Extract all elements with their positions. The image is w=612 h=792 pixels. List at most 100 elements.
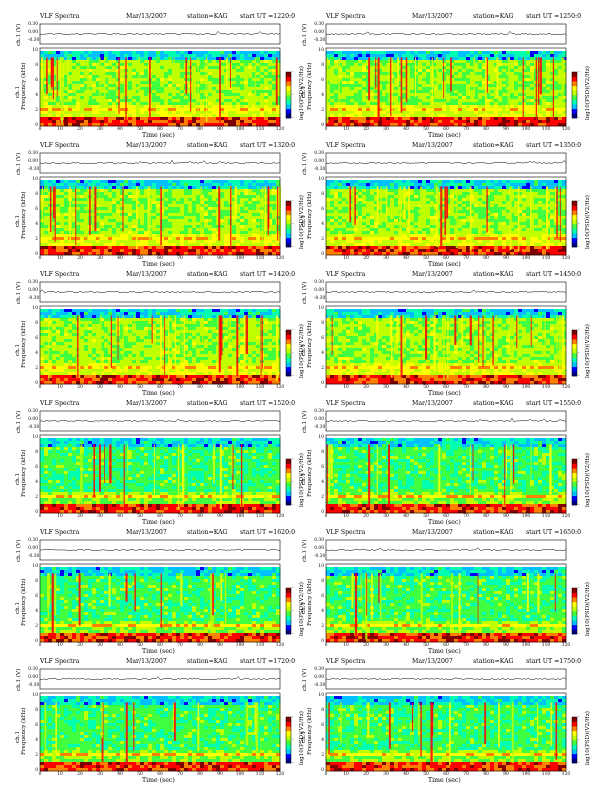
spectrogram-cell	[538, 183, 543, 187]
spectrogram-cell	[60, 240, 65, 244]
spectrogram-cell	[216, 93, 221, 97]
spectrogram-cell	[168, 216, 173, 220]
spectrogram-cell	[406, 117, 411, 121]
spectrogram-cell	[216, 189, 221, 193]
spectrogram-cell	[514, 189, 519, 193]
spectrogram-cell	[220, 99, 225, 103]
colorbar-segment	[286, 224, 291, 229]
sferic-streak	[436, 57, 439, 91]
spectrogram-cell	[204, 192, 209, 196]
spectrogram-cell	[168, 249, 173, 253]
spectrogram-cell	[374, 93, 379, 97]
spectrogram-cell	[156, 102, 161, 106]
spectrogram-cell	[212, 204, 217, 208]
spectrogram-cell	[342, 93, 347, 97]
spectrogram-cell	[370, 90, 375, 94]
spectrogram-cell	[176, 57, 181, 61]
spectrogram-cell	[104, 252, 109, 256]
spectrogram-cell	[80, 213, 85, 217]
spectrogram-cell	[554, 84, 559, 88]
spectrogram-cell	[60, 180, 65, 184]
spectrogram-cell	[160, 117, 165, 121]
spectrogram-cell	[140, 243, 145, 247]
spectrogram-cell	[208, 207, 213, 211]
spectrogram-cell	[256, 72, 261, 76]
spectrogram-cell	[168, 51, 173, 55]
spectrogram-cell	[334, 63, 339, 67]
spectrogram-cell	[152, 57, 157, 61]
spectrogram-cell	[168, 210, 173, 214]
spectrogram-cell	[144, 189, 149, 193]
spectrogram-cell	[180, 72, 185, 76]
spectrogram-cell	[192, 243, 197, 247]
spectrogram-cell	[272, 102, 277, 106]
spectrogram-cell	[180, 186, 185, 190]
spectrogram-cell	[168, 117, 173, 121]
spectrogram-cell	[124, 216, 129, 220]
spectrogram-cell	[450, 108, 455, 112]
spectrogram-cell	[346, 72, 351, 76]
spectrogram-cell	[466, 90, 471, 94]
spectrogram-cell	[48, 117, 53, 121]
spectrogram-cell	[482, 63, 487, 67]
spectrogram-cell	[418, 87, 423, 91]
spectrogram-cell	[244, 75, 249, 79]
spectrogram-cell	[554, 69, 559, 73]
spectrogram-cell	[474, 105, 479, 109]
spectrogram-cell	[470, 72, 475, 76]
spectrogram-cell	[212, 75, 217, 79]
spectrogram-cell	[338, 60, 343, 64]
spectrogram-cell	[458, 96, 463, 100]
spectrogram-cell	[502, 57, 507, 61]
spectrogram-cell	[244, 186, 249, 190]
spectrogram-cell	[430, 183, 435, 187]
spectrogram-cell	[358, 183, 363, 187]
spectrogram-cell	[80, 225, 85, 229]
spectrogram-cell	[236, 234, 241, 238]
spectrogram-cell	[204, 54, 209, 58]
spectrogram-cell	[370, 54, 375, 58]
spectrogram-cell	[382, 111, 387, 115]
spectrogram-cell	[248, 111, 253, 115]
spectrogram-cell	[136, 102, 141, 106]
spectrogram-cell	[220, 123, 225, 127]
spectrogram-cell	[334, 57, 339, 61]
spectrogram-cell	[244, 201, 249, 205]
spectrogram-cell	[422, 96, 427, 100]
spectrogram-cell	[128, 201, 133, 205]
spectrogram-cell	[224, 213, 229, 217]
spectrogram-cell	[450, 57, 455, 61]
spectrogram-cell	[494, 90, 499, 94]
spectrogram-cell	[330, 87, 335, 91]
spectrogram-cell	[132, 240, 137, 244]
spectrogram-cell	[164, 195, 169, 199]
spectrogram-cell	[398, 57, 403, 61]
spectrogram-cell	[260, 183, 265, 187]
spectrogram-cell	[414, 186, 419, 190]
spectrogram-cell	[152, 243, 157, 247]
spectrogram-cell	[188, 234, 193, 238]
spectrogram-cell	[474, 189, 479, 193]
spectrogram-cell	[494, 87, 499, 91]
spectrogram-cell	[52, 99, 57, 103]
spectrogram-cell	[52, 105, 57, 109]
spectrogram-cell	[132, 204, 137, 208]
spectrogram-cell	[510, 72, 515, 76]
spectrogram-cell	[160, 186, 165, 190]
spectrogram-cell	[164, 210, 169, 214]
spectrogram-cell	[346, 66, 351, 70]
spectrogram-cell	[92, 198, 97, 202]
spectrogram-cell	[76, 105, 81, 109]
spectrogram-cell	[240, 57, 245, 61]
spectrogram-cell	[112, 57, 117, 61]
spectrogram-cell	[248, 213, 253, 217]
spectrogram-cell	[56, 66, 61, 70]
spectrogram-cell	[232, 195, 237, 199]
spectrogram-cell	[144, 105, 149, 109]
spectrogram-cell	[140, 198, 145, 202]
spectrogram-cell	[144, 117, 149, 121]
spectrogram-cell	[52, 66, 57, 70]
colorbar-tick-label: -	[292, 222, 294, 227]
spectrogram-cell	[248, 195, 253, 199]
spectrogram-cell	[108, 237, 113, 241]
